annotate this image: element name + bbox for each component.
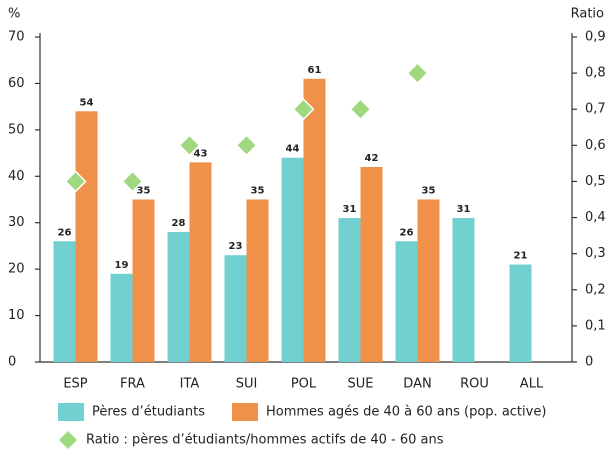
bar (246, 199, 269, 362)
y2-tick-label: 0,4 (585, 210, 606, 225)
y-axis-label: % (8, 7, 20, 22)
legend-marker (56, 428, 80, 452)
data-label: 26 (58, 227, 72, 238)
legend-label: Hommes agés de 40 à 60 ans (pop. active) (266, 405, 546, 420)
x-tick-label: ALL (520, 377, 544, 392)
x-tick-label: ESP (63, 377, 87, 392)
ratio-marker (292, 98, 315, 121)
ratio-marker (64, 170, 87, 193)
bar (75, 111, 98, 363)
legend-swatch (232, 403, 258, 421)
bar (132, 199, 155, 362)
y2-tick-label: 0,6 (585, 138, 606, 153)
y2-tick-label: 0,7 (585, 102, 606, 117)
y-tick-label: 10 (8, 308, 25, 323)
legend-swatch (58, 403, 84, 421)
y-tick-label: 40 (8, 169, 25, 184)
y2-tick-label: 0 (585, 355, 593, 370)
y2-tick-label: 0,5 (585, 174, 606, 189)
x-tick-label: SUI (236, 377, 258, 392)
x-tick-label: ITA (180, 377, 200, 392)
y2-tick-label: 0,2 (585, 282, 606, 297)
bar (110, 273, 133, 362)
x-tick-label: FRA (120, 377, 145, 392)
bar (452, 218, 475, 362)
legend-label: Pères d’étudiants (92, 405, 205, 420)
y-tick-label: 60 (8, 76, 25, 91)
data-label: 23 (229, 241, 243, 252)
data-label: 54 (80, 97, 94, 108)
legend-label: Ratio : pères d’étudiants/hommes actifs … (86, 433, 444, 448)
data-label: 28 (172, 218, 186, 229)
data-label: 26 (400, 227, 414, 238)
data-label: 21 (514, 251, 528, 262)
ratio-marker (121, 170, 144, 193)
data-label: 35 (137, 186, 151, 197)
ratio-marker (235, 134, 258, 157)
bar (303, 78, 326, 363)
y2-tick-label: 0,8 (585, 66, 606, 81)
data-label: 31 (457, 204, 471, 215)
bar (189, 162, 212, 362)
bar (281, 157, 304, 362)
ratio-marker (178, 134, 201, 157)
data-label: 35 (251, 186, 265, 197)
bar (53, 241, 76, 362)
bar (360, 167, 383, 362)
bar (395, 241, 418, 362)
y2-tick-label: 0,9 (585, 30, 606, 45)
x-tick-label: POL (291, 377, 317, 392)
x-tick-label: ROU (460, 377, 489, 392)
y-tick-label: 0 (8, 355, 16, 370)
y2-tick-label: 0,1 (585, 318, 606, 333)
data-label: 44 (286, 144, 300, 155)
y-tick-label: 30 (8, 215, 25, 230)
y-tick-label: 50 (8, 122, 25, 137)
x-tick-label: DAN (403, 377, 431, 392)
y-tick-label: 20 (8, 262, 25, 277)
y2-axis-label: Ratio (571, 7, 604, 22)
bar (509, 264, 532, 362)
ratio-marker (406, 62, 429, 85)
y-tick-label: 70 (8, 30, 25, 45)
data-label: 43 (194, 148, 208, 159)
bar (167, 232, 190, 362)
bar (224, 255, 247, 362)
data-label: 31 (343, 204, 357, 215)
x-tick-label: SUE (348, 377, 374, 392)
y2-tick-label: 0,3 (585, 246, 606, 261)
data-label: 35 (422, 186, 436, 197)
data-label: 61 (308, 65, 322, 76)
ratio-marker (349, 98, 372, 121)
data-label: 42 (365, 153, 379, 164)
data-label: 19 (115, 260, 129, 271)
bar (417, 199, 440, 362)
bar (338, 218, 361, 362)
